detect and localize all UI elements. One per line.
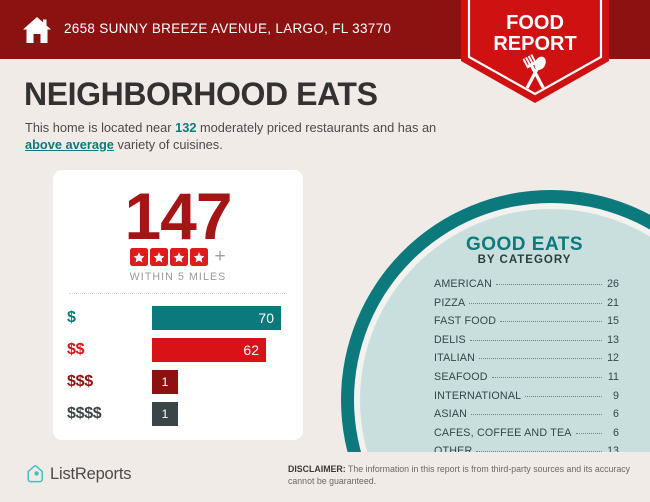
category-value: 13 <box>605 445 619 457</box>
price-bar-label: $$$ <box>67 373 93 390</box>
category-dot-leader <box>525 395 602 397</box>
price-bar-row: $$$$ 1 <box>53 402 303 431</box>
brand-name: ListReports <box>50 465 132 483</box>
category-name: FAST FOOD <box>434 315 497 328</box>
big-number: 147 <box>124 179 232 253</box>
category-value: 6 <box>613 408 619 421</box>
category-value: 11 <box>607 370 619 383</box>
restaurant-count: 132 <box>175 120 197 135</box>
star-plus: + <box>214 246 226 267</box>
price-bar: 70 <box>152 306 281 330</box>
category-row: AMERICAN 26 <box>434 278 619 297</box>
star-icon <box>130 248 149 266</box>
subtitle-part1: This home is located near <box>25 120 176 135</box>
disclaimer: DISCLAIMER: The information in this repo… <box>288 464 636 487</box>
category-name: SEAFOOD <box>434 370 488 383</box>
category-dot-leader <box>469 302 602 304</box>
badge-line1-text: FOOD <box>506 12 564 34</box>
subtitle-part2: moderately priced restaurants and has an <box>196 120 437 135</box>
category-row: FAST FOOD 15 <box>434 315 619 334</box>
property-address: 2658 SUNNY BREEZE AVENUE, LARGO, FL 3377… <box>64 21 392 36</box>
price-level-chart: $70 $$ 62 $$$ 1 $$$$ 1 <box>53 306 303 434</box>
price-bar-value: 1 <box>161 407 169 421</box>
category-name: AMERICAN <box>434 278 493 290</box>
price-bar: 1 <box>152 402 178 426</box>
price-bar: 62 <box>152 338 266 362</box>
category-row: ASIAN 6 <box>434 408 619 427</box>
category-name: CAFES, COFFEE AND TEA <box>434 426 572 439</box>
price-bar-label: $ <box>67 309 76 326</box>
page-title: NEIGHBORHOOD EATS <box>24 76 378 112</box>
home-icon <box>21 14 53 46</box>
category-name: ASIAN <box>434 408 468 421</box>
category-value: 13 <box>607 333 619 346</box>
card-divider <box>69 293 287 294</box>
category-dot-leader <box>479 358 602 360</box>
category-value: 6 <box>613 426 619 439</box>
badge-line2-text: REPORT <box>493 33 576 55</box>
variety-highlight: above average <box>25 137 114 152</box>
food-report-badge: FOOD REPORT <box>461 0 609 105</box>
category-value: 21 <box>607 296 619 309</box>
listreports-logo-icon <box>25 464 45 484</box>
category-name: DELIS <box>434 333 466 346</box>
price-bar-row: $$ 62 <box>53 338 303 367</box>
price-bar-row: $70 <box>53 306 303 335</box>
price-bar-value: 70 <box>258 310 274 326</box>
price-bar-value: 62 <box>243 342 259 358</box>
within-distance-label: WITHIN 5 MILES <box>129 271 227 283</box>
category-row: DELIS 13 <box>434 334 619 353</box>
category-name: ITALIAN <box>434 352 475 365</box>
category-dot-leader <box>575 432 602 434</box>
category-dot-leader <box>469 339 602 341</box>
price-bar-label: $$ <box>67 341 85 358</box>
spoon-fork-icon <box>522 54 546 89</box>
subtitle-part3: variety of cuisines. <box>113 137 223 152</box>
category-row: ITALIAN 12 <box>434 352 619 371</box>
price-bar-value: 1 <box>161 375 169 389</box>
category-name: PIZZA <box>434 296 466 309</box>
star-icon <box>150 248 169 266</box>
disclaimer-text: The information in this report is from t… <box>288 464 631 486</box>
footer <box>0 452 650 502</box>
star-icon <box>170 248 189 266</box>
category-row: CAFES, COFFEE AND TEA 6 <box>434 427 619 446</box>
category-name: INTERNATIONAL <box>434 389 522 402</box>
category-row: INTERNATIONAL 9 <box>434 390 619 409</box>
category-dot-leader <box>500 321 602 323</box>
category-row: SEAFOOD 11 <box>434 371 619 390</box>
price-bar-label: $$$$ <box>67 405 102 422</box>
category-row: PIZZA 21 <box>434 297 619 316</box>
category-value: 26 <box>607 278 619 290</box>
price-bar: 1 <box>152 370 178 394</box>
category-value: 12 <box>607 352 619 365</box>
category-value: 15 <box>607 315 619 328</box>
category-dot-leader <box>491 376 602 378</box>
category-list: AMERICAN 26 PIZZA 21 FAST FOOD 15 DELIS 13 ITALI… <box>434 278 619 464</box>
good-eats-title: GOOD EATS <box>465 234 584 255</box>
disclaimer-label: DISCLAIMER: <box>288 464 346 474</box>
star-rating: + <box>53 246 303 267</box>
category-dot-leader <box>476 451 602 453</box>
category-dot-leader <box>496 284 602 285</box>
good-eats-subtitle: BY CATEGORY <box>477 254 572 266</box>
category-value: 9 <box>613 389 619 402</box>
category-dot-leader <box>471 414 602 416</box>
restaurant-count-card: 147 + WITHIN 5 MILES $70 $$ 62 $$$ 1 $$$$ 1 <box>53 170 303 440</box>
price-bar-row: $$$ 1 <box>53 370 303 399</box>
star-icon <box>190 248 209 266</box>
subtitle-text: This home is located near 132 moderately… <box>25 119 455 153</box>
